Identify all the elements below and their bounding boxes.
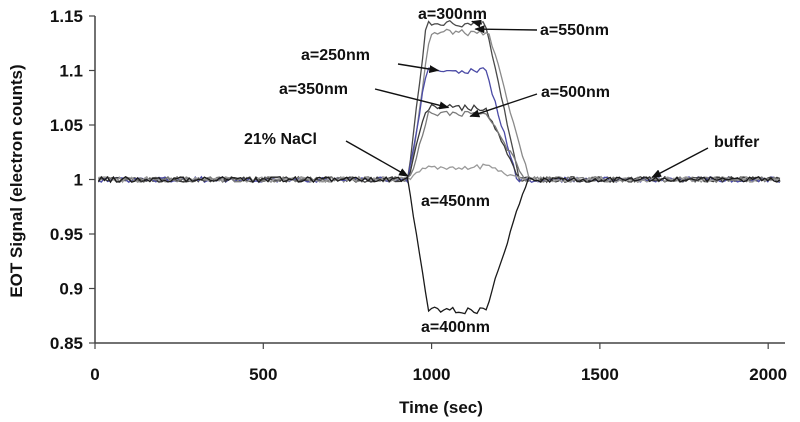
y-tick-label: 1.1 [59,62,83,81]
x-tick-label: 0 [90,365,99,384]
x-axis-title: Time (sec) [399,398,483,417]
y-axis-title: EOT Signal (electron counts) [7,64,26,297]
label-a400: a=400nm [421,319,490,336]
y-tick-label: 0.9 [59,280,83,299]
annotation-arrow [471,19,483,28]
annotation-labels: a=300nm a=550nm a=250nm a=350nm a=500nm … [244,6,759,336]
annotation-arrow [345,140,409,177]
y-tick-label: 1 [74,171,83,190]
label-a250: a=250nm [301,47,370,64]
x-tick-label: 1500 [581,365,619,384]
axis-ticks [89,15,769,349]
series-line-a-400nm [97,175,781,315]
label-nacl: 21% NaCl [244,131,317,148]
x-tick-label: 1000 [413,365,451,384]
plot-lines [97,19,781,315]
label-a350: a=350nm [279,81,348,98]
annotation-arrow [651,147,709,178]
label-a500: a=500nm [541,84,610,101]
annotation-arrows [345,19,709,178]
series-line-a-450nm [98,163,781,184]
annotation-arrow [469,93,538,118]
series-line-a-350nm [98,103,781,184]
annotation-arrow [397,63,440,74]
y-tick-label: 1.15 [50,7,83,26]
series-line-a-500nm [98,110,781,184]
label-a300: a=300nm [418,6,487,23]
annotation-arrow [474,25,538,34]
series-line-a-250nm [98,67,781,184]
x-tick-label: 500 [249,365,277,384]
y-tick-label: 0.85 [50,334,83,353]
series-line-a-300nm [97,19,781,183]
y-tick-label: 0.95 [50,225,83,244]
annotation-arrow [374,88,450,110]
label-buffer: buffer [714,134,759,151]
tick-labels: 0 500 1000 1500 2000 0.85 0.9 0.95 1 1.05 1.1 1.15 [50,7,787,384]
y-tick-label: 1.05 [50,116,83,135]
x-tick-label: 2000 [749,365,787,384]
label-a550: a=550nm [540,22,609,39]
label-a450: a=450nm [421,193,490,210]
